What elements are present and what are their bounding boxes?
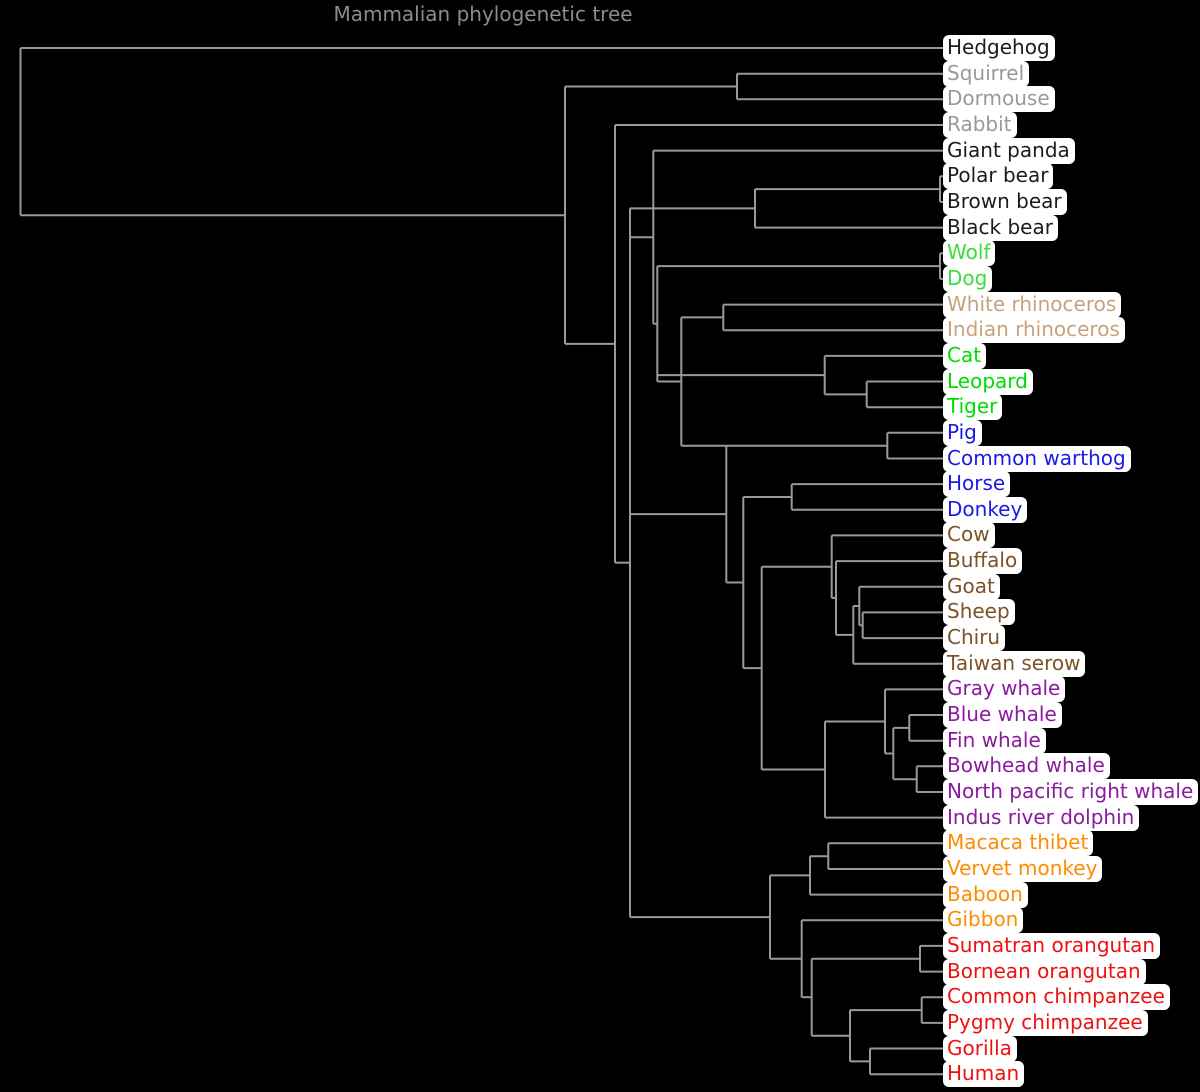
leaf-label-donkey: Donkey bbox=[943, 496, 1028, 523]
leaf-label-hedgehog: Hedgehog bbox=[943, 35, 1055, 61]
leaf-label-common-warthog: Common warthog bbox=[943, 445, 1131, 472]
leaf-label-common-chimpanzee: Common chimpanzee bbox=[943, 984, 1170, 1011]
leaf-label-baboon: Baboon bbox=[943, 881, 1028, 908]
leaf-label-rabbit: Rabbit bbox=[943, 112, 1017, 138]
leaf-label-leopard: Leopard bbox=[943, 368, 1033, 395]
leaf-label-gorilla: Gorilla bbox=[943, 1035, 1017, 1062]
leaf-label-bowhead-whale: Bowhead whale bbox=[943, 753, 1110, 780]
leaf-label-gray-whale: Gray whale bbox=[943, 676, 1066, 703]
leaf-label-dormouse: Dormouse bbox=[943, 86, 1055, 113]
leaf-label-dog: Dog bbox=[943, 265, 993, 292]
leaf-label-fin-whale: Fin whale bbox=[943, 727, 1046, 754]
leaf-label-horse: Horse bbox=[943, 471, 1011, 498]
leaf-label-tiger: Tiger bbox=[943, 394, 1003, 421]
leaf-label-indus-river-dolphin: Indus river dolphin bbox=[943, 804, 1140, 831]
leaf-label-blue-whale: Blue whale bbox=[943, 702, 1062, 728]
leaf-label-squirrel: Squirrel bbox=[943, 60, 1030, 87]
leaf-label-vervet-monkey: Vervet monkey bbox=[943, 856, 1103, 882]
leaf-label-sheep: Sheep bbox=[943, 599, 1015, 626]
leaf-label-cow: Cow bbox=[943, 522, 995, 549]
leaf-label-gibbon: Gibbon bbox=[943, 907, 1024, 934]
leaf-label-indian-rhinoceros: Indian rhinoceros bbox=[943, 317, 1125, 344]
leaf-label-black-bear: Black bear bbox=[943, 214, 1058, 241]
leaf-label-pygmy-chimpanzee: Pygmy chimpanzee bbox=[943, 1009, 1148, 1036]
leaf-label-macaca-thibet: Macaca thibet bbox=[943, 830, 1094, 857]
leaf-label-pig: Pig bbox=[943, 419, 982, 446]
chart-title: Mammalian phylogenetic tree bbox=[333, 2, 633, 26]
leaf-label-giant-panda: Giant panda bbox=[943, 137, 1075, 164]
leaf-label-chiru: Chiru bbox=[943, 625, 1006, 652]
leaf-label-buffalo: Buffalo bbox=[943, 548, 1023, 575]
leaf-label-bornean-orangutan: Bornean orangutan bbox=[943, 958, 1146, 985]
leaf-label-polar-bear: Polar bear bbox=[943, 163, 1054, 190]
leaf-label-goat: Goat bbox=[943, 573, 1000, 600]
leaf-label-brown-bear: Brown bear bbox=[943, 188, 1067, 215]
leaf-label-wolf: Wolf bbox=[943, 240, 996, 267]
leaf-label-taiwan-serow: Taiwan serow bbox=[943, 650, 1086, 677]
leaf-label-white-rhinoceros: White rhinoceros bbox=[943, 291, 1122, 318]
leaf-label-sumatran-orangutan: Sumatran orangutan bbox=[943, 932, 1160, 959]
leaf-label-cat: Cat bbox=[943, 342, 987, 369]
leaf-label-north-pacific-right-whale: North pacific right whale bbox=[943, 779, 1199, 805]
leaf-label-human: Human bbox=[943, 1061, 1025, 1088]
